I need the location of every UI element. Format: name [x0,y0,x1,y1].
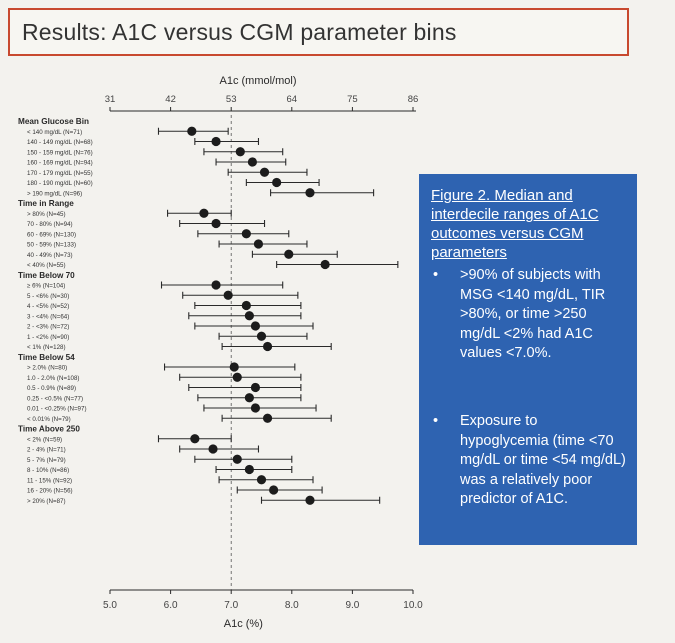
bottom-axis-tick-label: 9.0 [345,600,359,611]
median-point [250,382,261,393]
median-point [199,208,209,218]
slide-title: Results: A1C versus CGM parameter bins [22,19,457,45]
median-point [244,393,254,403]
median-point [187,126,197,136]
median-point [305,495,315,505]
median-point [232,454,242,464]
median-point [284,249,294,259]
top-axis-tick-label: 64 [287,94,298,105]
row-label: < 2% (N=59) [27,436,62,443]
row-label: 3 - <4% (N=64) [27,313,69,320]
median-point [256,331,267,341]
row-label: 5 - <6% (N=30) [27,293,69,300]
row-label: 70 - 80% (N=94) [27,221,73,228]
group-header: Time in Range [18,199,74,208]
row-label: 2 - <3% (N=72) [27,324,69,331]
median-point [244,464,254,475]
median-point [235,147,245,157]
median-point [262,341,273,352]
median-point [250,321,261,331]
top-axis-label: A1c (mmol/mol) [219,75,296,87]
median-point [211,136,221,147]
top-axis-tick-label: 53 [226,94,237,105]
row-label: > 20% (N=87) [27,498,66,505]
row-label: 1.0 - 2.0% (N=108) [27,375,79,382]
median-point [262,413,273,423]
median-point [253,239,264,249]
row-label: < 1% (N=128) [27,344,66,351]
row-label: 2 - 4% (N=71) [27,447,66,454]
median-point [211,280,221,290]
row-label: < 0.01% (N=79) [27,416,71,423]
row-label: < 140 mg/dL (N=71) [27,129,82,136]
row-label: < 40% (N=55) [27,262,66,269]
median-point [244,311,254,321]
group-header: Time Above 250 [18,425,80,434]
median-point [269,485,279,495]
row-label: 150 - 159 mg/dL (N=76) [27,149,93,156]
row-label: 60 - 69% (N=130) [27,231,76,238]
median-point [208,444,218,454]
median-point [211,218,221,229]
median-point [259,167,270,177]
bullet-dot-icon: • [433,267,439,283]
figure-caption-box: Figure 2. Median and interdecile ranges … [419,174,637,545]
row-label: 0.01 - <0.25% (N=97) [27,406,87,413]
median-point [241,229,251,239]
row-label: 0.5 - 0.9% (N=89) [27,385,76,392]
median-point [305,188,315,198]
bottom-axis-tick-label: 8.0 [285,600,299,611]
median-point [250,403,261,413]
row-label: 50 - 59% (N=133) [27,242,76,249]
row-label: 180 - 190 mg/dL (N=60) [27,180,93,187]
top-axis-tick-label: 75 [347,94,358,105]
row-label: ≥ 6% (N=104) [27,283,65,290]
row-label: > 190 mg/dL (N=96) [27,190,82,197]
row-label: 11 - 15% (N=92) [27,477,72,484]
group-header: Mean Glucose Bin [18,117,89,126]
row-label: > 80% (N=45) [27,211,66,218]
row-label: 40 - 49% (N=73) [27,252,73,259]
bullet-dot-icon: • [433,413,439,429]
caption-bullet-text: Exposure to hypoglycemia (time <70 mg/dL… [460,413,626,507]
group-header: Time Below 70 [18,271,75,280]
row-label: 160 - 169 mg/dL (N=94) [27,160,93,167]
row-label: 16 - 20% (N=56) [27,488,73,495]
slide-title-box: Results: A1C versus CGM parameter bins [8,8,629,56]
median-point [232,372,242,382]
row-label: 4 - <5% (N=52) [27,303,69,310]
group-header: Time Below 54 [18,353,75,362]
row-label: 0.25 - <0.5% (N=77) [27,395,83,402]
top-axis-tick-label: 42 [165,94,176,105]
median-point [247,157,258,167]
row-label: 8 - 10% (N=86) [27,467,69,474]
row-label: 5 - 7% (N=79) [27,457,66,464]
median-point [229,362,239,372]
top-axis-tick-label: 31 [105,94,116,105]
median-point [320,259,330,270]
bottom-axis-label: A1c (%) [224,618,263,630]
row-label: 140 - 149 mg/dL (N=68) [27,139,93,146]
caption-bullet-text: >90% of subjects with MSG <140 mg/dL, TI… [460,267,606,361]
bottom-axis-tick-label: 7.0 [224,600,238,611]
median-point [223,290,233,300]
row-label: 170 - 179 mg/dL (N=55) [27,170,93,177]
median-point [190,434,200,444]
median-point [256,475,267,485]
bottom-axis-tick-label: 6.0 [164,600,178,611]
top-axis-tick-label: 86 [408,94,419,105]
median-point [272,177,282,188]
bottom-axis-tick-label: 5.0 [103,600,117,611]
figure-caption-title: Figure 2. Median and interdecile ranges … [431,187,599,261]
median-point [241,300,251,311]
row-label: 1 - <2% (N=90) [27,334,69,341]
bottom-axis-tick-label: 10.0 [403,600,423,611]
row-label: > 2.0% (N=80) [27,365,67,372]
